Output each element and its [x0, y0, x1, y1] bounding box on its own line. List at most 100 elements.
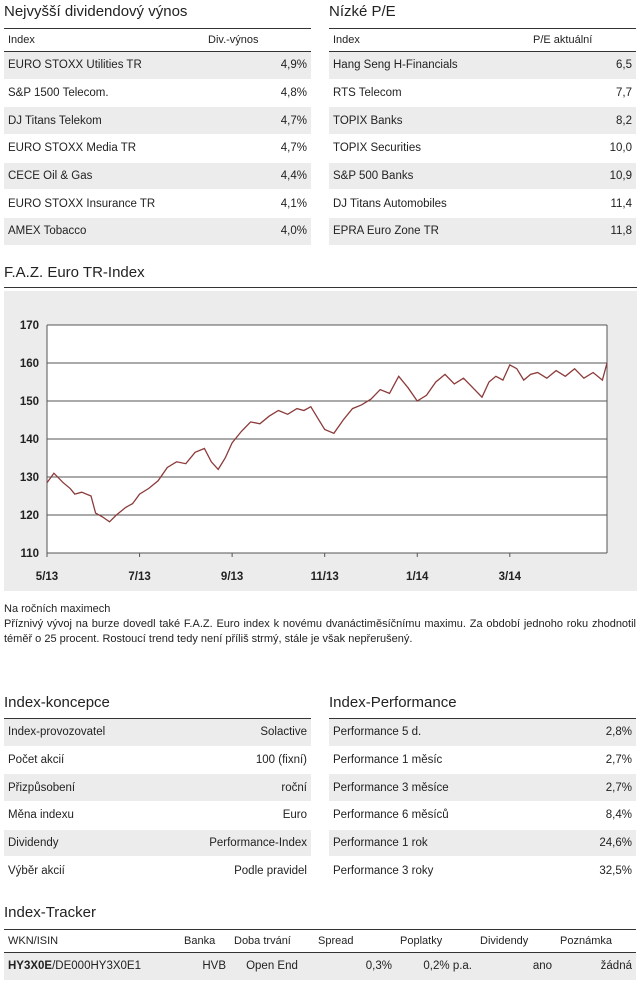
table-row: Performance 3 roky 32,5%	[329, 856, 636, 886]
performance-value: 2,7%	[529, 746, 636, 775]
param-value: 100 (fixní)	[154, 746, 311, 775]
pe-value: 8,2	[529, 106, 636, 136]
table-row: EURO STOXX Media TR 4,7%	[4, 134, 311, 163]
table-row: TOPIX Banks 8,2	[329, 106, 636, 136]
table-row: EPRA Euro Zone TR 11,8	[329, 217, 636, 246]
pe-value: 6,5	[529, 51, 636, 80]
dividend-table: Index Div.-výnos EURO STOXX Utilities TR…	[4, 28, 311, 246]
tracker-header-duration: Doba trvání	[230, 929, 314, 953]
yield-value: 4,7%	[204, 134, 311, 163]
index-name: Hang Seng H-Financials	[329, 51, 529, 80]
period-label: Performance 3 roky	[329, 856, 529, 886]
tracker-bank: HVB	[180, 952, 230, 981]
dividend-title: Nejvyšší dividendový výnos	[4, 3, 188, 20]
pe-value: 11,8	[529, 217, 636, 246]
chart-title-rule	[4, 287, 637, 288]
x-tick-label: 11/13	[311, 571, 339, 583]
param-label: Měna indexu	[4, 801, 154, 830]
table-row: TOPIX Securities 10,0	[329, 134, 636, 163]
param-label: Výběr akcií	[4, 856, 154, 886]
x-tick-label: 3/14	[499, 571, 522, 583]
performance-value: 2,7%	[529, 773, 636, 803]
table-row: Performance 6 měsíců 8,4%	[329, 801, 636, 830]
series-line	[46, 362, 608, 523]
tracker-fees: 0,2% p.a.	[396, 952, 476, 981]
table-row: Dividendy Performance-Index	[4, 829, 311, 858]
x-tick-label: 5/13	[36, 571, 58, 583]
performance-table: Performance 5 d. 2,8% Performance 1 měsíc…	[329, 718, 636, 886]
koncepce-table: Index-provozovatel Solactive Počet akcií 1…	[4, 718, 311, 886]
dividend-header-yield: Div.-výnos	[204, 28, 311, 52]
param-label: Přizpůsobení	[4, 773, 154, 803]
table-row: Performance 5 d. 2,8%	[329, 718, 636, 747]
table-row: Hang Seng H-Financials 6,5	[329, 51, 636, 80]
param-value: Solactive	[154, 718, 311, 747]
pe-value: 10,9	[529, 162, 636, 191]
pe-value: 7,7	[529, 79, 636, 108]
param-label: Index-provozovatel	[4, 718, 154, 747]
param-label: Dividendy	[4, 829, 154, 858]
table-row: DJ Titans Telekom 4,7%	[4, 106, 311, 136]
tracker-note: žádná	[556, 952, 636, 981]
tracker-duration: Open End	[230, 952, 314, 981]
tracker-header-bank: Banka	[180, 929, 230, 953]
yield-value: 4,8%	[204, 79, 311, 108]
table-row: Performance 3 měsíce 2,7%	[329, 773, 636, 803]
param-label: Počet akcií	[4, 746, 154, 775]
pe-header-value: P/E aktuální	[529, 28, 636, 52]
pe-value: 11,4	[529, 189, 636, 219]
tracker-table: WKN/ISIN Banka Doba trvání Spread Poplat…	[4, 929, 636, 981]
table-row: S&P 500 Banks 10,9	[329, 162, 636, 191]
pe-value: 10,0	[529, 134, 636, 163]
tracker-title: Index-Tracker	[4, 904, 96, 921]
param-value: Podle pravidel	[154, 856, 311, 886]
pe-header-index: Index	[329, 28, 529, 52]
note-text: Příznivý vývoj na burze dovedl také F.A.…	[4, 618, 636, 645]
performance-value: 2,8%	[529, 718, 636, 747]
index-name: TOPIX Banks	[329, 106, 529, 136]
period-label: Performance 1 měsíc	[329, 746, 529, 775]
table-row: EURO STOXX Insurance TR 4,1%	[4, 189, 311, 219]
performance-value: 8,4%	[529, 801, 636, 830]
yield-value: 4,9%	[204, 51, 311, 80]
index-name: EPRA Euro Zone TR	[329, 217, 529, 246]
y-tick-label: 160	[20, 358, 39, 370]
table-row: Výběr akcií Podle pravidel	[4, 856, 311, 886]
y-tick-label: 140	[20, 434, 39, 446]
tracker-isin: /DE000HY3X0E1	[52, 960, 141, 973]
index-name: TOPIX Securities	[329, 134, 529, 163]
tracker-wkn: HY3X0E	[8, 960, 53, 973]
pe-title: Nízké P/E	[329, 3, 396, 20]
param-value: roční	[154, 773, 311, 803]
table-row: Přizpůsobení roční	[4, 773, 311, 803]
index-name: S&P 1500 Telecom.	[4, 79, 204, 108]
table-row: CECE Oil & Gas 4,4%	[4, 162, 311, 191]
table-row: AMEX Tobacco 4,0%	[4, 217, 311, 246]
pe-table: Index P/E aktuální Hang Seng H-Financial…	[329, 28, 636, 246]
chart-title: F.A.Z. Euro TR-Index	[4, 264, 145, 281]
period-label: Performance 1 rok	[329, 829, 529, 858]
performance-title: Index-Performance	[329, 694, 457, 711]
y-tick-label: 150	[20, 396, 39, 408]
table-row: DJ Titans Automobiles 11,4	[329, 189, 636, 219]
index-name: DJ Titans Automobiles	[329, 189, 529, 219]
index-name: EURO STOXX Utilities TR	[4, 51, 204, 80]
table-row: EURO STOXX Utilities TR 4,9%	[4, 51, 311, 80]
param-value: Performance-Index	[154, 829, 311, 858]
performance-value: 24,6%	[529, 829, 636, 858]
index-name: AMEX Tobacco	[4, 217, 204, 246]
table-row: RTS Telecom 7,7	[329, 79, 636, 108]
table-row: Performance 1 rok 24,6%	[329, 829, 636, 858]
table-row: HY3X0E/DE000HY3X0E1 HVB Open End 0,3% 0,…	[4, 952, 636, 981]
index-name: DJ Titans Telekom	[4, 106, 204, 136]
table-row: Počet akcií 100 (fixní)	[4, 746, 311, 775]
table-row: S&P 1500 Telecom. 4,8%	[4, 79, 311, 108]
period-label: Performance 3 měsíce	[329, 773, 529, 803]
note-heading: Na ročních maximech	[4, 603, 111, 615]
table-row: Index-provozovatel Solactive	[4, 718, 311, 747]
index-name: EURO STOXX Insurance TR	[4, 189, 204, 219]
period-label: Performance 6 měsíců	[329, 801, 529, 830]
index-name: RTS Telecom	[329, 79, 529, 108]
yield-value: 4,0%	[204, 217, 311, 246]
period-label: Performance 5 d.	[329, 718, 529, 747]
